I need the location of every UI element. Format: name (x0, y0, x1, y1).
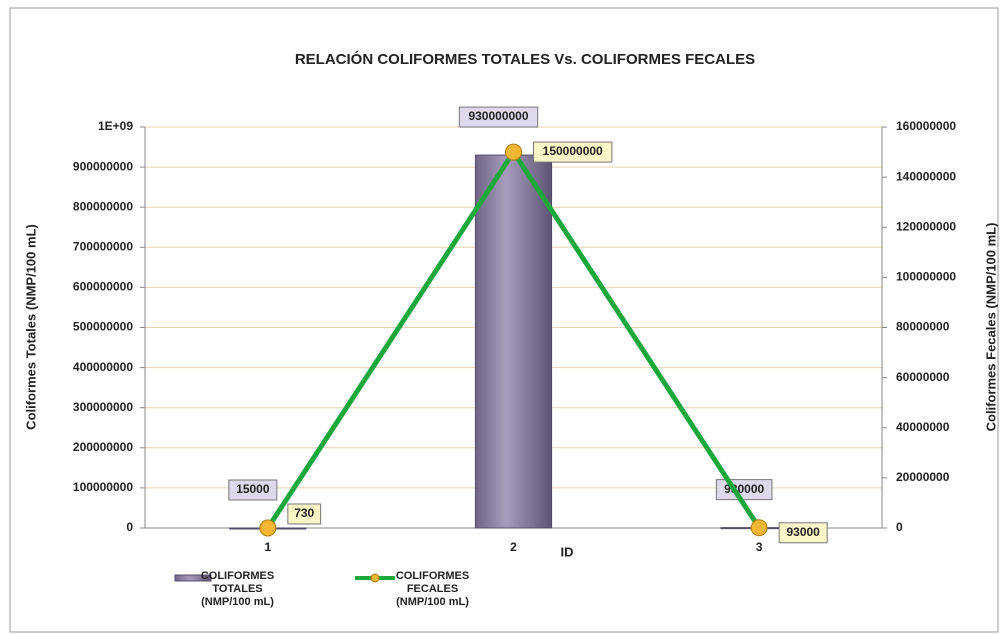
line-marker (259, 519, 277, 537)
bar-data-label-box (458, 106, 539, 128)
line-data-label-box (778, 522, 828, 544)
line-marker (505, 143, 522, 161)
y-tick-label: 400000000 (73, 360, 133, 374)
y-tick-label: 600000000 (73, 280, 133, 294)
line-data-label: 150000000 (543, 144, 603, 158)
y-tick-label: 800000000 (73, 199, 133, 213)
y2-tick-label: 20000000 (896, 470, 950, 484)
y2-tick-label: 80000000 (896, 320, 950, 334)
x-axis-title: ID (561, 544, 574, 559)
y2-tick-label: 0 (896, 520, 903, 534)
y2-tick-label: 120000000 (896, 219, 956, 233)
legend-swatch (370, 573, 380, 583)
x-tick-label: 1 (264, 540, 271, 554)
bar (474, 154, 553, 529)
y-tick-label: 1E+09 (98, 119, 133, 133)
y2-tick-label: 140000000 (896, 169, 956, 183)
legend-entry: COLIFORMES FECALES (NMP/100 mL) (395, 570, 470, 608)
legend-swatch (174, 574, 212, 582)
y-tick-label: 700000000 (73, 239, 133, 253)
y2-axis-title: Coliformes Fecales (NMP/100 mL) (983, 223, 998, 432)
y-axis-title: Coliformes Totales (NMP/100 mL) (23, 224, 38, 430)
y2-tick-label: 60000000 (896, 370, 950, 384)
line-marker (750, 519, 768, 537)
y2-tick-label: 40000000 (896, 420, 950, 434)
bar-data-label: 930000000 (468, 109, 528, 123)
legend-entry: COLIFORMES TOTALES (NMP/100 mL) (200, 570, 275, 608)
y2-tick-label: 100000000 (896, 270, 956, 284)
bar-data-label-box (228, 479, 278, 501)
line-data-label-box (533, 141, 613, 163)
y-tick-label: 900000000 (73, 159, 133, 173)
y2-tick-label: 160000000 (896, 119, 956, 133)
y-tick-label: 200000000 (73, 440, 133, 454)
x-tick-label: 3 (756, 540, 763, 554)
x-tick-label: 2 (510, 540, 517, 554)
y-tick-label: 0 (126, 520, 133, 534)
chart-title: RELACIÓN COLIFORMES TOTALES Vs. COLIFORM… (295, 50, 755, 68)
line-data-label: 730 (294, 506, 314, 520)
line-data-label-box (287, 503, 322, 525)
y-tick-label: 500000000 (73, 320, 133, 334)
y-tick-label: 100000000 (73, 480, 133, 494)
bar-data-label: 15000 (236, 482, 270, 496)
line-data-label: 93000 (786, 525, 820, 539)
y-tick-label: 300000000 (73, 400, 133, 414)
